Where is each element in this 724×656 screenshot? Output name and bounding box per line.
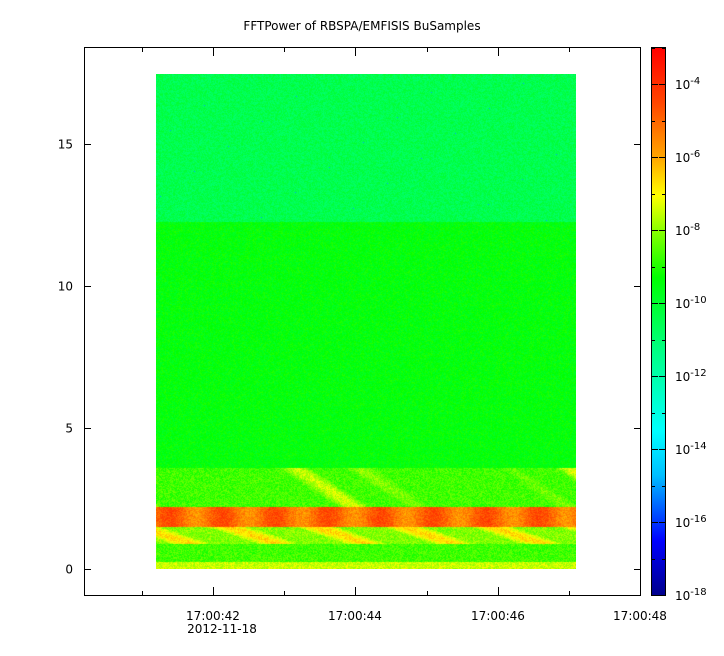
x-tick-label: 17:00:44 bbox=[328, 609, 382, 623]
chart-title: FFTPower of RBSPA/EMFISIS BuSamples bbox=[243, 19, 480, 33]
colorbar-tick-label: 10-6 bbox=[675, 149, 700, 165]
y-tick-label: 15 bbox=[58, 138, 73, 152]
x-axis: 17:00:42 17:00:44 17:00:46 17:00:48 bbox=[142, 48, 667, 623]
colorbar-tick-label: 10-16 bbox=[675, 514, 707, 530]
y-tick-label: 10 bbox=[58, 280, 73, 294]
colorbar-axis: 10-4 10-6 10-8 10-10 10-12 10-14 10-16 10-18 bbox=[652, 48, 707, 603]
colorbar-tick-label: 10-4 bbox=[675, 76, 700, 92]
spectrogram-pixels bbox=[156, 74, 576, 569]
x-tick-label: 17:00:42 bbox=[186, 609, 240, 623]
spectrogram-image bbox=[156, 74, 576, 569]
x-tick-label: 17:00:48 bbox=[613, 609, 667, 623]
x-date-label: 2012-11-18 bbox=[187, 622, 257, 636]
colorbar bbox=[651, 47, 666, 596]
x-tick-label: 17:00:46 bbox=[471, 609, 525, 623]
y-tick-label: 5 bbox=[65, 422, 73, 436]
colorbar-tick-label: 10-12 bbox=[675, 368, 707, 384]
colorbar-tick-label: 10-18 bbox=[675, 587, 707, 603]
colorbar-tick-label: 10-8 bbox=[675, 222, 700, 238]
colorbar-tick-label: 10-10 bbox=[675, 295, 707, 311]
y-axis: 0 5 10 15 bbox=[58, 138, 640, 577]
y-tick-label: 0 bbox=[65, 563, 73, 577]
colorbar-tick-label: 10-14 bbox=[675, 441, 707, 457]
